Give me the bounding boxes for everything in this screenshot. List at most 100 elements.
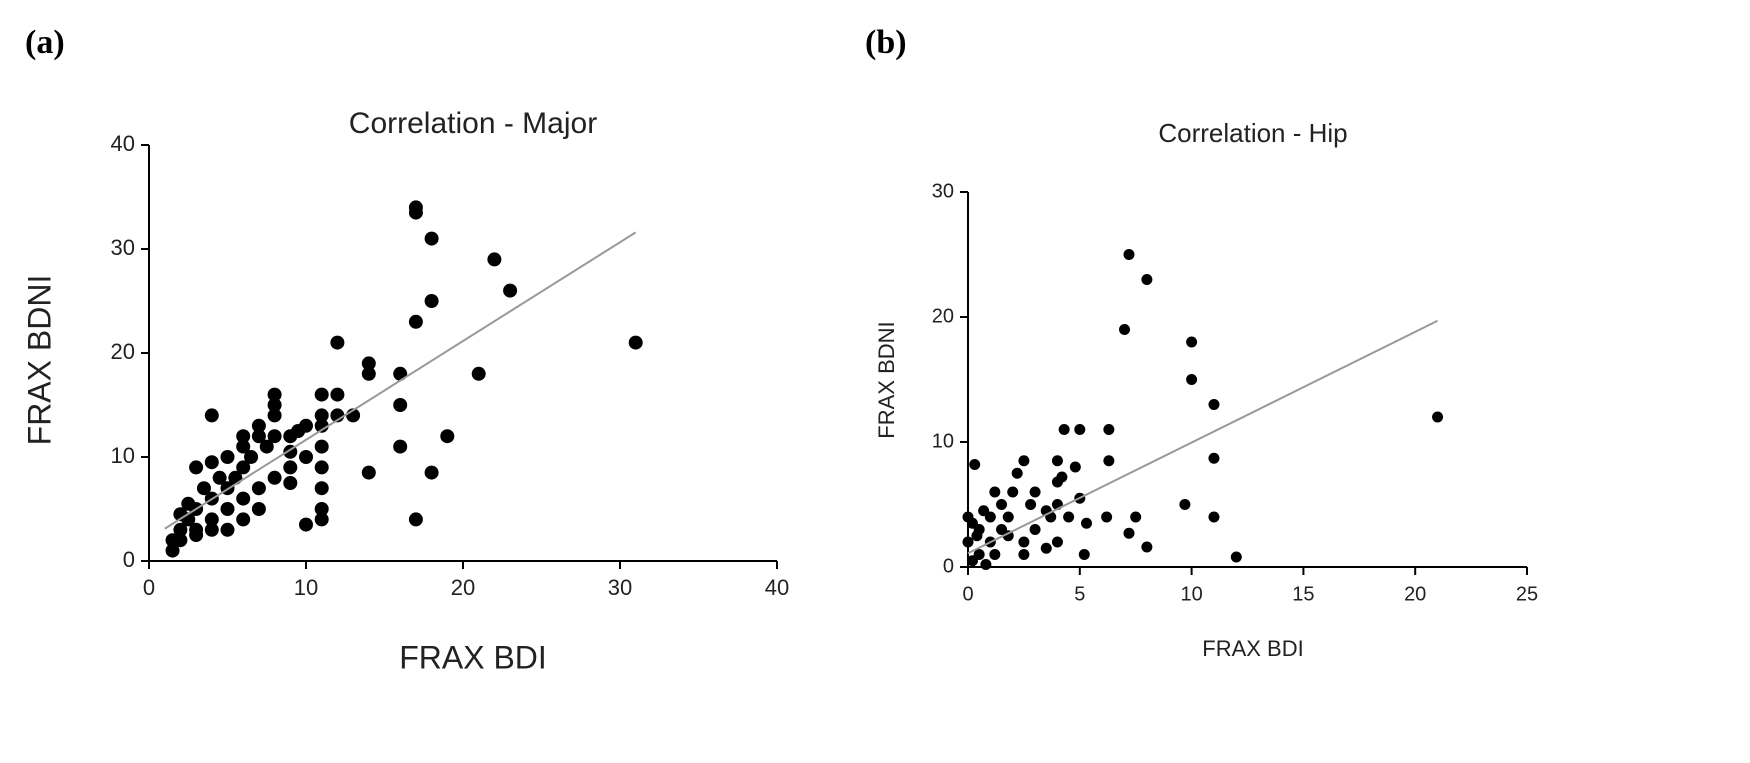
x-tick-label: 20 — [451, 575, 475, 600]
y-tick-label: 10 — [932, 430, 954, 452]
data-point — [1018, 536, 1030, 548]
data-point — [236, 460, 251, 475]
data-point — [361, 465, 376, 480]
data-point — [330, 335, 345, 350]
data-point — [962, 511, 974, 523]
data-point — [1179, 499, 1191, 510]
data-point — [408, 205, 423, 220]
data-point — [1130, 511, 1142, 523]
data-point — [1123, 527, 1135, 539]
data-point — [503, 283, 518, 298]
data-point — [314, 408, 329, 423]
data-point — [1051, 536, 1063, 548]
chart-title: Correlation - Major — [349, 107, 597, 140]
data-point — [393, 439, 408, 454]
data-point — [966, 555, 978, 567]
data-point — [259, 439, 274, 454]
data-point — [204, 512, 219, 527]
data-point — [236, 512, 251, 527]
data-point — [1025, 499, 1037, 510]
data-point — [267, 387, 282, 402]
data-point — [181, 496, 196, 511]
data-point — [1018, 549, 1030, 560]
data-point — [314, 387, 329, 402]
data-point — [424, 465, 439, 480]
data-point — [1103, 424, 1115, 435]
data-point — [251, 481, 266, 496]
data-point — [314, 439, 329, 454]
x-tick-label: 25 — [1516, 583, 1538, 605]
chart-title: Correlation - Hip — [1158, 118, 1347, 148]
data-point — [220, 502, 235, 516]
x-tick-label: 15 — [1292, 583, 1314, 605]
fit-line — [967, 319, 1439, 555]
data-point — [228, 470, 243, 485]
data-point — [969, 459, 981, 470]
data-point — [314, 418, 329, 433]
y-axis-label: FRAX BDNI — [874, 321, 899, 438]
data-point — [361, 366, 376, 381]
data-point — [1069, 461, 1081, 473]
data-point — [1101, 511, 1113, 523]
data-point — [361, 356, 376, 371]
data-point — [978, 505, 990, 517]
y-tick-label: 10 — [111, 443, 135, 468]
data-point — [1078, 549, 1090, 560]
y-tick-label: 0 — [123, 547, 135, 572]
data-point — [220, 450, 235, 464]
data-point — [1002, 511, 1014, 523]
data-point — [189, 460, 204, 475]
data-point — [244, 450, 259, 464]
data-point — [1141, 274, 1153, 285]
data-point — [1063, 511, 1075, 523]
data-point — [1208, 452, 1220, 464]
y-tick-label: 40 — [111, 131, 135, 156]
data-point — [980, 559, 992, 570]
x-tick-label: 0 — [143, 575, 155, 600]
data-point — [1018, 455, 1030, 467]
data-point — [1141, 541, 1153, 553]
data-point — [212, 470, 227, 485]
data-point — [1058, 424, 1070, 435]
data-point — [251, 418, 266, 433]
data-point — [1051, 455, 1063, 467]
data-point — [1029, 486, 1041, 498]
panel-label: (a) — [25, 24, 65, 61]
x-axis-label: FRAX BDI — [399, 639, 547, 675]
x-tick-label: 20 — [1404, 583, 1426, 605]
data-point — [196, 481, 211, 496]
x-tick-label: 30 — [608, 575, 632, 600]
data-point — [996, 499, 1008, 510]
data-point — [165, 543, 180, 558]
x-axis-label: FRAX BDI — [1202, 636, 1303, 661]
data-point — [1051, 476, 1063, 488]
data-point — [314, 481, 329, 496]
data-point — [962, 536, 974, 548]
data-point — [1186, 336, 1198, 348]
x-tick-label: 10 — [1180, 583, 1202, 605]
data-point — [1208, 511, 1220, 523]
data-point — [1040, 542, 1052, 554]
data-point — [471, 366, 486, 381]
data-point — [173, 522, 188, 537]
data-point — [1230, 551, 1242, 563]
data-point — [330, 387, 345, 402]
data-point — [299, 517, 313, 532]
data-point — [1186, 374, 1198, 385]
data-point — [393, 398, 408, 412]
y-tick-label: 30 — [932, 180, 954, 202]
data-point — [1011, 467, 1023, 479]
x-tick-label: 10 — [294, 575, 318, 600]
data-point — [283, 460, 298, 475]
data-point — [1029, 524, 1041, 535]
data-point — [393, 366, 408, 381]
data-point — [989, 486, 1001, 498]
y-tick-label: 0 — [943, 555, 954, 577]
data-point — [1119, 324, 1131, 335]
data-point — [189, 528, 204, 542]
data-point — [628, 335, 643, 350]
data-point — [314, 512, 329, 527]
data-point — [314, 502, 329, 516]
